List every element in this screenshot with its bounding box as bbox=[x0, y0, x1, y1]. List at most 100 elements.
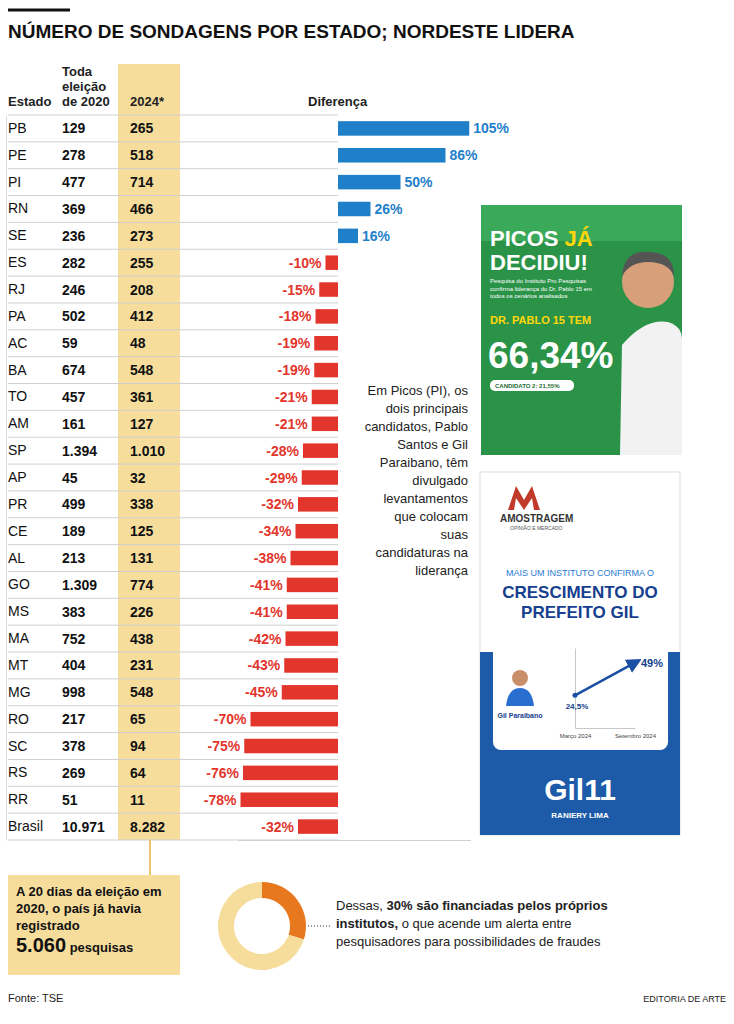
axis-line bbox=[576, 728, 636, 729]
row-rule bbox=[8, 302, 338, 303]
bar bbox=[244, 739, 338, 754]
data-label: 105% bbox=[473, 120, 509, 136]
caption-line: candidaturas na bbox=[375, 545, 468, 560]
column-head: de 2020 bbox=[62, 94, 110, 109]
table-cell: 548 bbox=[130, 362, 154, 378]
data-label: 16% bbox=[362, 228, 391, 244]
column-head: Estado bbox=[8, 94, 51, 109]
state-label: PB bbox=[8, 120, 27, 136]
table-cell: 499 bbox=[62, 496, 86, 512]
data-label: -75% bbox=[208, 738, 241, 754]
bar bbox=[319, 282, 338, 297]
bar bbox=[296, 524, 339, 539]
data-label: -19% bbox=[278, 362, 311, 378]
tick: Setembro 2024 bbox=[615, 728, 657, 739]
caption-line: divulgado bbox=[412, 473, 468, 488]
column-head-part: de 2020 bbox=[62, 94, 110, 109]
callout-box bbox=[8, 875, 180, 975]
row-rule bbox=[8, 276, 338, 277]
column-head-group: Todaeleiçãode 2020 bbox=[62, 64, 110, 109]
state-label: PA bbox=[8, 308, 26, 324]
data-label: -28% bbox=[266, 443, 299, 459]
poster-gil: AMOSTRAGEMOPINIÃO E MERCADOMAIS UM INSTI… bbox=[480, 472, 680, 835]
infographic: NÚMERO DE SONDAGENS POR ESTADO; NORDESTE… bbox=[0, 0, 734, 1024]
data-label: -21% bbox=[275, 416, 308, 432]
column-head-part: eleição bbox=[62, 79, 106, 94]
state-label: ES bbox=[8, 254, 27, 270]
callout-line: 2020, o país já havia bbox=[16, 901, 142, 916]
bar bbox=[287, 578, 338, 593]
table-cell: 278 bbox=[62, 147, 86, 163]
data-label: -32% bbox=[261, 819, 294, 835]
source: Fonte: TSE bbox=[8, 992, 63, 1004]
caption-line: candidatos, Pablo bbox=[365, 419, 468, 434]
caption-line-part: liderança bbox=[415, 563, 469, 578]
state-label: RO bbox=[8, 711, 29, 727]
row-rule bbox=[8, 464, 338, 465]
donut bbox=[218, 882, 306, 970]
state-label: AL bbox=[8, 550, 25, 566]
note-line-part: o que acende um alerta entre bbox=[398, 916, 571, 931]
row-rule bbox=[8, 571, 338, 572]
table-cell: 273 bbox=[130, 228, 154, 244]
caption-line-part: Santos e Gil bbox=[397, 437, 468, 452]
mini-x-axis: Março 2024Setembro 2024 bbox=[560, 728, 657, 739]
data-label: -43% bbox=[248, 657, 281, 673]
table-cell: 714 bbox=[130, 174, 154, 190]
row-rule bbox=[8, 678, 338, 679]
row-rule bbox=[8, 786, 338, 787]
tick: Brasil bbox=[6, 818, 43, 834]
caption-line: dois principais bbox=[386, 401, 469, 416]
state-label: RS bbox=[8, 764, 27, 780]
data-label: -42% bbox=[249, 631, 282, 647]
poster-hair bbox=[622, 252, 674, 276]
poster-card bbox=[493, 630, 668, 750]
caption-line: Em Picos (PI), os bbox=[368, 383, 469, 398]
bar bbox=[241, 792, 339, 807]
state-label: PI bbox=[8, 174, 21, 190]
table-cell: 246 bbox=[62, 282, 86, 298]
mini-line-marks bbox=[573, 660, 638, 698]
tick: ES bbox=[6, 254, 27, 270]
poster-pill bbox=[490, 380, 574, 391]
value-axis bbox=[239, 840, 472, 841]
tick: AP bbox=[6, 469, 27, 485]
row-rule bbox=[8, 705, 338, 706]
bar bbox=[282, 685, 338, 700]
donut-note: Dessas, 30% são financiadas pelos própri… bbox=[336, 898, 608, 949]
tick: MS bbox=[6, 603, 29, 619]
poster-subhead-part: todos os cenários analisados bbox=[490, 293, 567, 299]
table-cell: 438 bbox=[130, 631, 154, 647]
bar bbox=[338, 148, 446, 163]
data-label: -70% bbox=[214, 711, 247, 727]
data-label: -29% bbox=[265, 470, 298, 486]
axis-line bbox=[239, 840, 472, 841]
tick: RR bbox=[6, 791, 28, 807]
table-cell: 8.282 bbox=[130, 819, 165, 835]
callout-count: 5.060 pesquisas bbox=[16, 934, 133, 956]
tick: AL bbox=[6, 550, 25, 566]
tick: PB bbox=[6, 120, 27, 136]
data-label: -78% bbox=[204, 792, 237, 808]
table-cell: 231 bbox=[130, 657, 154, 673]
row-rule bbox=[8, 652, 338, 653]
state-label: PR bbox=[8, 496, 27, 512]
row-rule bbox=[8, 383, 338, 384]
bar bbox=[303, 443, 338, 458]
bar bbox=[338, 202, 371, 217]
column-head-part: Toda bbox=[62, 64, 93, 79]
row-rule bbox=[8, 490, 338, 491]
bar bbox=[338, 175, 401, 190]
table-cell: 269 bbox=[62, 765, 86, 781]
tick: PR bbox=[6, 496, 27, 512]
data-label: 24,5% bbox=[566, 702, 589, 711]
data-labels: 105%86%50%26%16%-10%-15%-18%-19%-19%-21%… bbox=[204, 120, 510, 834]
poster-logo: AMOSTRAGEM bbox=[500, 513, 573, 524]
row-rule bbox=[8, 195, 338, 196]
table-cell: 338 bbox=[130, 496, 154, 512]
table-cell: 477 bbox=[62, 174, 86, 190]
table-cell: 236 bbox=[62, 228, 86, 244]
data-label: -41% bbox=[250, 604, 283, 620]
row-rule bbox=[8, 759, 338, 760]
tick: AC bbox=[6, 335, 27, 351]
